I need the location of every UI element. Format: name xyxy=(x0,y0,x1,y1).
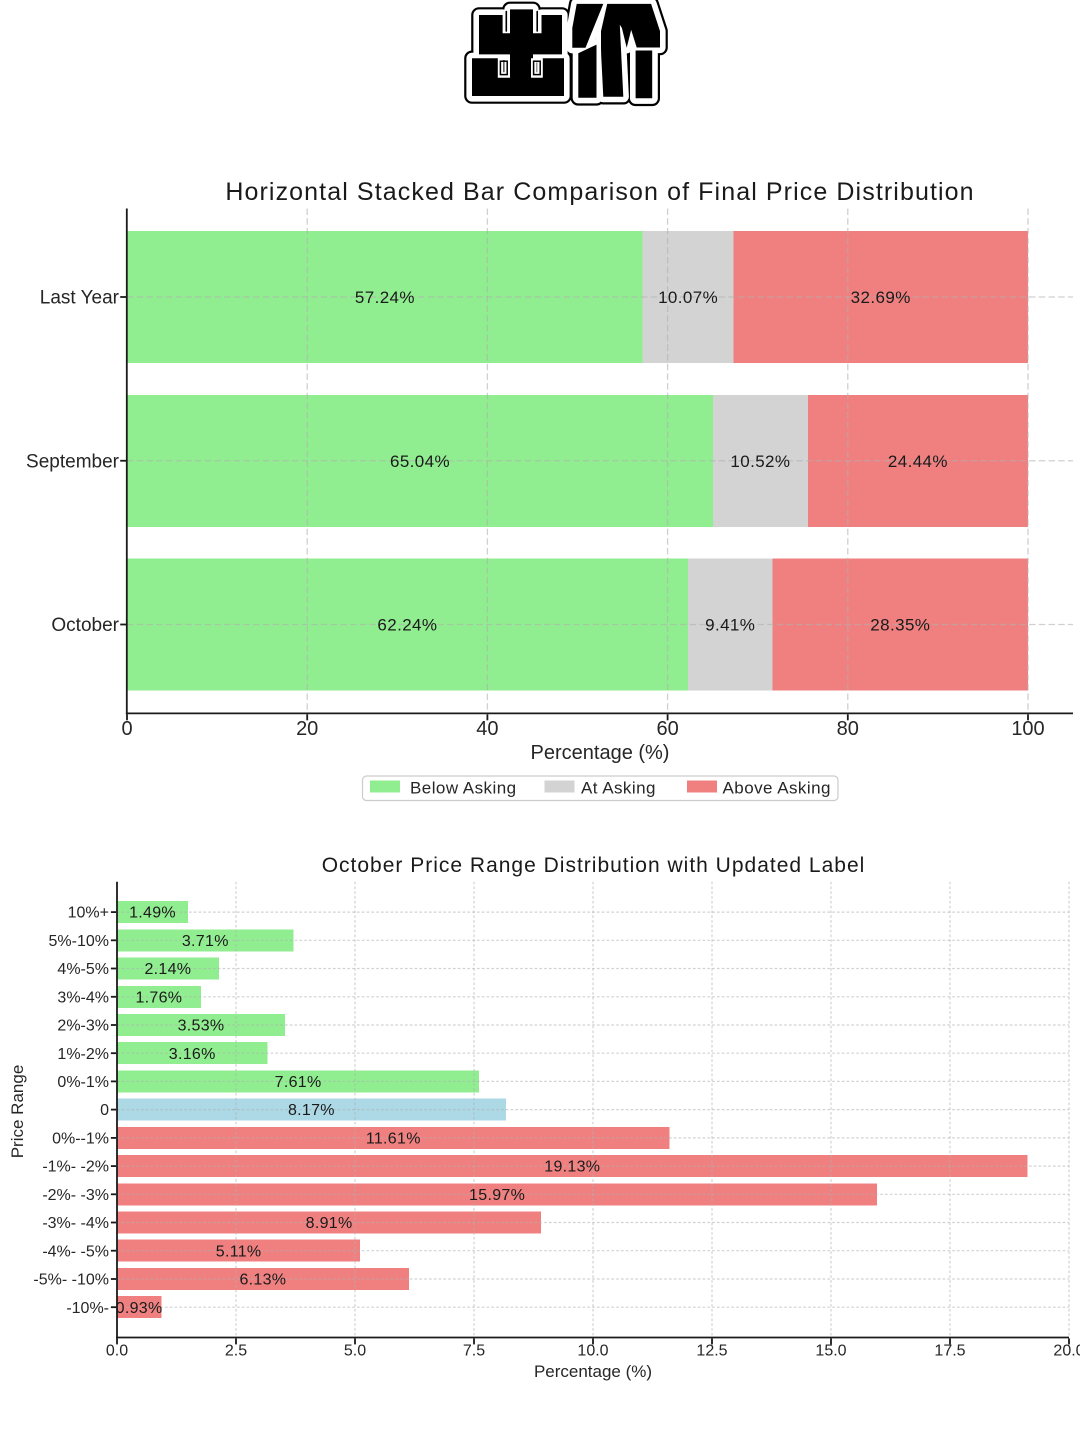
svg-text:11.61%: 11.61% xyxy=(366,1131,421,1148)
svg-text:12.5: 12.5 xyxy=(696,1343,727,1360)
svg-text:7.61%: 7.61% xyxy=(275,1074,322,1091)
svg-text:10.52%: 10.52% xyxy=(730,452,790,471)
svg-text:32.69%: 32.69% xyxy=(851,288,911,307)
svg-text:Price Range: Price Range xyxy=(8,1065,27,1159)
svg-text:0.93%: 0.93% xyxy=(116,1300,163,1317)
svg-text:8.91%: 8.91% xyxy=(306,1215,353,1232)
svg-text:October Price Range Distributi: October Price Range Distribution with Up… xyxy=(322,854,866,877)
svg-text:3.71%: 3.71% xyxy=(182,933,229,950)
svg-text:15.97%: 15.97% xyxy=(469,1187,525,1204)
svg-text:100: 100 xyxy=(1011,718,1044,740)
svg-text:3.16%: 3.16% xyxy=(169,1046,216,1063)
svg-text:Below Asking: Below Asking xyxy=(410,779,517,798)
svg-text:1%-2%: 1%-2% xyxy=(57,1046,109,1063)
svg-text:-1%- -2%: -1%- -2% xyxy=(42,1159,109,1176)
svg-text:3%-4%: 3%-4% xyxy=(57,989,109,1006)
svg-text:20: 20 xyxy=(296,718,318,740)
svg-text:3.53%: 3.53% xyxy=(178,1018,225,1035)
svg-text:28.35%: 28.35% xyxy=(870,616,930,635)
svg-text:7.5: 7.5 xyxy=(463,1343,485,1360)
svg-text:60: 60 xyxy=(656,718,678,740)
svg-text:10.0: 10.0 xyxy=(577,1343,608,1360)
svg-text:4%-5%: 4%-5% xyxy=(57,961,109,978)
svg-text:0%-1%: 0%-1% xyxy=(57,1074,109,1091)
svg-text:24.44%: 24.44% xyxy=(888,452,948,471)
svg-text:September: September xyxy=(26,451,120,472)
svg-text:Last Year: Last Year xyxy=(40,288,120,309)
svg-text:10.07%: 10.07% xyxy=(658,288,718,307)
svg-text:2.5: 2.5 xyxy=(225,1343,247,1360)
svg-text:5%-10%: 5%-10% xyxy=(49,933,109,950)
svg-text:9.41%: 9.41% xyxy=(705,616,755,635)
svg-text:0%--1%: 0%--1% xyxy=(52,1131,109,1148)
svg-text:-10%-: -10%- xyxy=(66,1300,109,1317)
svg-text:Percentage (%): Percentage (%) xyxy=(531,742,670,764)
svg-text:-3%- -4%: -3%- -4% xyxy=(42,1215,109,1232)
svg-text:-2%- -3%: -2%- -3% xyxy=(42,1187,109,1204)
svg-text:40: 40 xyxy=(476,718,498,740)
svg-text:1.49%: 1.49% xyxy=(129,905,176,922)
svg-text:17.5: 17.5 xyxy=(934,1343,965,1360)
svg-text:0: 0 xyxy=(100,1102,109,1119)
svg-text:5.0: 5.0 xyxy=(344,1343,366,1360)
svg-text:80: 80 xyxy=(837,718,859,740)
svg-text:2.14%: 2.14% xyxy=(144,961,191,978)
svg-text:Horizontal Stacked Bar Compari: Horizontal Stacked Bar Comparison of Fin… xyxy=(225,178,974,206)
svg-text:62.24%: 62.24% xyxy=(377,616,437,635)
svg-text:0.0: 0.0 xyxy=(106,1343,128,1360)
svg-text:65.04%: 65.04% xyxy=(390,452,450,471)
svg-text:20.0: 20.0 xyxy=(1053,1343,1080,1360)
svg-text:October: October xyxy=(51,615,119,636)
svg-text:0: 0 xyxy=(121,718,132,740)
svg-text:-4%- -5%: -4%- -5% xyxy=(42,1243,109,1260)
svg-text:Percentage (%): Percentage (%) xyxy=(534,1362,652,1381)
svg-text:8.17%: 8.17% xyxy=(288,1102,335,1119)
svg-text:15.0: 15.0 xyxy=(815,1343,846,1360)
svg-text:-5%- -10%: -5%- -10% xyxy=(33,1272,109,1289)
svg-text:57.24%: 57.24% xyxy=(355,288,415,307)
svg-text:Above Asking: Above Asking xyxy=(723,779,831,798)
svg-text:1.76%: 1.76% xyxy=(135,989,182,1006)
svg-text:2%-3%: 2%-3% xyxy=(57,1018,109,1035)
svg-text:At Asking: At Asking xyxy=(581,779,656,798)
svg-text:19.13%: 19.13% xyxy=(544,1159,600,1176)
svg-text:6.13%: 6.13% xyxy=(239,1272,286,1289)
svg-text:10%+: 10%+ xyxy=(68,905,109,922)
svg-text:5.11%: 5.11% xyxy=(216,1243,262,1260)
